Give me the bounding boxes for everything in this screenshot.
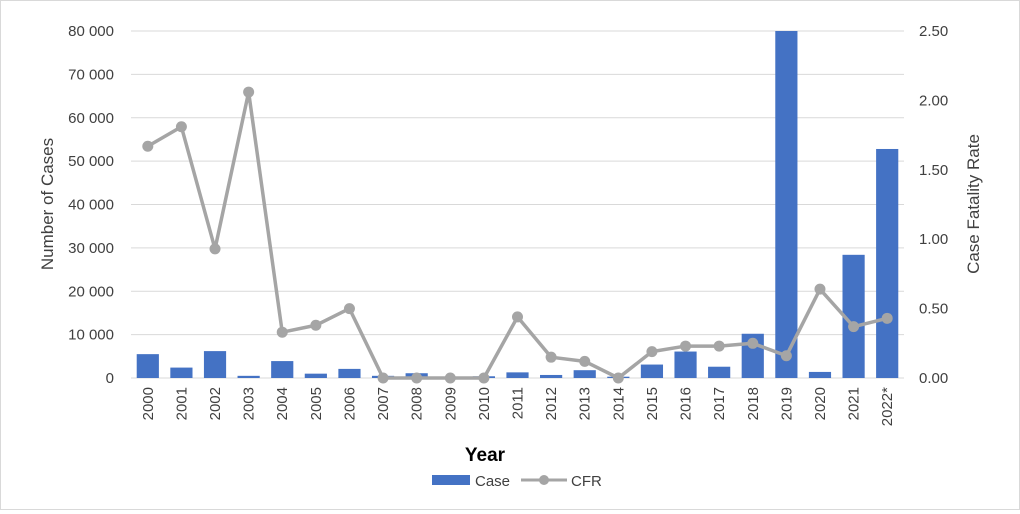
x-tick-label: 2021 (846, 387, 863, 420)
case-bar (304, 373, 327, 378)
case-bar (573, 370, 596, 378)
x-tick-label: 2012 (543, 387, 560, 420)
y2-tick-label: 2.50 (919, 23, 948, 40)
case-bar (876, 148, 899, 378)
x-tick-label: 2006 (341, 387, 358, 420)
y-tick-label: 0 (106, 370, 114, 387)
y2-tick-label: 0.00 (919, 370, 948, 387)
case-bar (136, 354, 159, 378)
case-bar (237, 375, 260, 378)
case-bar (338, 368, 361, 378)
cfr-point (545, 351, 557, 363)
cfr-point (780, 350, 792, 362)
x-tick-label: 2001 (173, 387, 190, 420)
cfr-point (444, 372, 456, 384)
x-tick-label: 2007 (375, 387, 392, 420)
x-tick-label: 2018 (745, 387, 762, 420)
cfr-point (310, 319, 322, 331)
x-tick-label: 2020 (812, 387, 829, 420)
legend-label-case: Case (475, 473, 510, 490)
case-bars (136, 31, 899, 378)
x-tick-label: 2000 (140, 387, 157, 420)
x-tick-label: 2003 (241, 387, 258, 420)
cfr-point (243, 86, 255, 98)
legend: Case CFR (432, 473, 602, 490)
y-axis-ticks: 0 10 000 20 000 30 000 40 000 50 000 60 000 70 … (68, 23, 114, 387)
cfr-point (343, 303, 355, 315)
case-bar (775, 31, 798, 378)
y-tick-label: 40 000 (68, 197, 114, 214)
y-tick-label: 50 000 (68, 153, 114, 170)
case-bar (506, 372, 529, 378)
cfr-point (881, 312, 893, 324)
cfr-point (377, 372, 389, 384)
case-bar (842, 254, 865, 378)
legend-swatch-cfr-marker (539, 475, 549, 485)
case-bar (708, 366, 731, 378)
cfr-point (747, 337, 759, 349)
case-bar (808, 371, 832, 378)
y-tick-label: 20 000 (68, 283, 114, 300)
cfr-point (478, 372, 490, 384)
legend-label-cfr: CFR (571, 473, 602, 490)
y2-tick-label: 1.00 (919, 231, 948, 248)
cfr-point (579, 355, 591, 367)
cfr-point (814, 283, 826, 295)
cfr-point (713, 340, 725, 352)
y2-tick-label: 0.50 (919, 301, 948, 318)
cfr-point (209, 243, 221, 255)
cfr-line (142, 86, 893, 384)
x-tick-label: 2004 (274, 387, 291, 420)
x-tick-label: 2005 (308, 387, 325, 420)
cfr-point (612, 372, 624, 384)
x-axis-ticks: 2000 2001 2002 2003 2004 2005 2006 2007 2008 2009… (140, 387, 896, 426)
cfr-point (411, 372, 423, 384)
x-tick-label: 2015 (644, 387, 661, 420)
legend-swatch-case (432, 475, 470, 485)
cfr-point (512, 311, 523, 323)
x-tick-label: 2014 (610, 387, 627, 420)
cfr-point (680, 340, 692, 352)
y-tick-label: 60 000 (68, 110, 114, 127)
cfr-point (175, 121, 187, 133)
x-tick-label: 2002 (207, 387, 224, 420)
x-tick-label: 2009 (442, 387, 459, 420)
case-bar (674, 351, 697, 378)
x-tick-label: 2016 (678, 387, 695, 420)
cfr-point (646, 346, 658, 358)
x-tick-label: 2017 (711, 387, 728, 420)
x-tick-label: 2019 (778, 387, 795, 420)
y-tick-label: 80 000 (68, 23, 114, 40)
cfr-point (848, 321, 860, 333)
x-tick-label: 2013 (577, 387, 594, 420)
x-tick-label: 2022* (879, 387, 896, 426)
y2-tick-label: 2.00 (919, 92, 948, 109)
x-tick-label: 2010 (476, 387, 493, 420)
y2-axis-title: Case Fatality Rate (964, 134, 983, 274)
y-tick-label: 10 000 (68, 327, 114, 344)
y-axis-title: Number of Cases (38, 138, 57, 270)
case-bar (540, 374, 563, 378)
x-tick-label: 2008 (409, 387, 426, 420)
cfr-point (142, 140, 154, 152)
case-bar (271, 361, 294, 378)
case-bar (640, 364, 664, 378)
case-bar (203, 351, 227, 378)
x-axis-title: Year (465, 445, 506, 466)
cfr-point (276, 326, 288, 338)
y-tick-label: 70 000 (68, 66, 114, 83)
y-tick-label: 30 000 (68, 240, 114, 257)
x-tick-label: 2011 (510, 387, 527, 419)
y2-axis-ticks: 0.00 0.50 1.00 1.50 2.00 2.50 (919, 23, 948, 387)
case-bar (170, 367, 193, 378)
y2-tick-label: 1.50 (919, 162, 948, 179)
